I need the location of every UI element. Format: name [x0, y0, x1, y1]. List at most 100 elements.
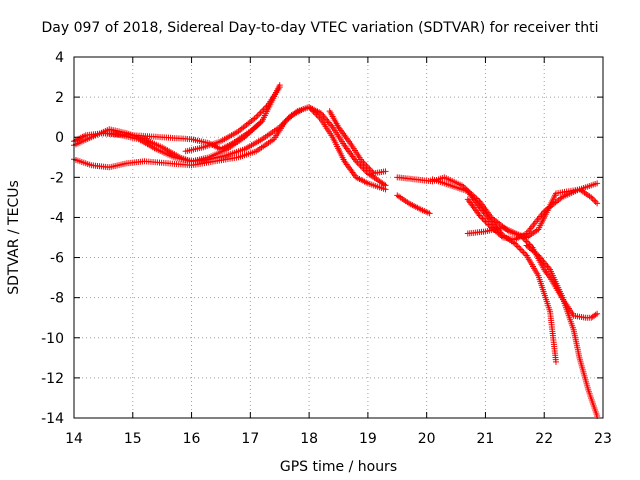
data-point — [257, 119, 264, 126]
series-track-b — [71, 104, 389, 193]
data-series — [71, 82, 601, 419]
data-point — [520, 249, 527, 256]
data-point — [256, 120, 263, 127]
y-tick-label: -6 — [50, 251, 64, 267]
y-tick-label: 2 — [55, 90, 64, 106]
x-tick-label: 20 — [418, 431, 436, 447]
x-tick-label: 14 — [65, 431, 83, 447]
x-tick-label: 21 — [477, 431, 495, 447]
data-point — [527, 246, 534, 253]
data-point — [282, 118, 289, 125]
data-point — [250, 125, 257, 132]
data-point — [259, 118, 266, 125]
data-point — [316, 114, 323, 121]
data-point — [253, 123, 260, 130]
series-track-h — [394, 192, 433, 217]
data-point — [532, 250, 539, 257]
x-tick-label: 15 — [124, 431, 142, 447]
data-point — [514, 243, 521, 250]
data-point — [284, 116, 291, 123]
data-point — [589, 195, 596, 202]
y-tick-label: -14 — [41, 411, 64, 427]
data-point — [552, 358, 559, 365]
y-tick-label: -12 — [41, 371, 64, 387]
data-point — [366, 165, 373, 172]
chart-title: Day 097 of 2018, Sidereal Day-to-day VTE… — [41, 20, 599, 36]
data-point — [592, 198, 599, 205]
data-point — [594, 310, 601, 317]
data-point — [498, 233, 505, 240]
data-point — [364, 164, 371, 171]
data-point — [495, 230, 502, 237]
data-point — [288, 113, 295, 120]
x-tick-label: 23 — [594, 431, 612, 447]
data-point — [367, 167, 374, 174]
data-point — [360, 165, 367, 172]
data-point — [369, 168, 376, 175]
data-point — [289, 111, 296, 118]
data-point — [257, 109, 264, 116]
y-tick-label: -10 — [41, 331, 64, 347]
series-track-l — [523, 242, 601, 419]
data-point — [497, 231, 504, 238]
data-point — [382, 168, 389, 175]
data-point — [254, 112, 261, 119]
data-point — [519, 248, 526, 255]
data-point — [320, 113, 327, 120]
data-point — [254, 121, 261, 128]
data-point — [361, 161, 368, 168]
series-track-e — [182, 84, 283, 155]
data-point — [291, 110, 298, 117]
series-track-f — [326, 108, 389, 177]
data-point — [592, 311, 599, 318]
y-tick-label: 4 — [55, 50, 64, 66]
data-point — [525, 243, 532, 250]
data-point — [591, 197, 598, 204]
data-point — [323, 116, 330, 123]
data-point — [594, 200, 601, 207]
series-track-d — [100, 118, 266, 153]
data-point — [529, 247, 536, 254]
x-tick-label: 17 — [241, 431, 259, 447]
data-point — [314, 113, 321, 120]
data-point — [359, 164, 366, 171]
x-tick-label: 19 — [359, 431, 377, 447]
data-point — [382, 186, 389, 193]
data-point — [363, 162, 370, 169]
x-tick-label: 22 — [535, 431, 553, 447]
y-tick-label: 0 — [55, 130, 64, 146]
data-point — [361, 167, 368, 174]
series-track-i — [429, 176, 559, 365]
data-point — [247, 128, 254, 135]
data-point — [354, 159, 361, 166]
series-track-j — [464, 186, 601, 243]
series-track-k — [464, 224, 601, 321]
data-point — [363, 168, 370, 175]
data-point — [426, 210, 433, 217]
x-tick-label: 18 — [300, 431, 318, 447]
data-point — [360, 159, 367, 166]
y-tick-label: -8 — [50, 291, 64, 307]
data-point — [287, 114, 294, 121]
data-point — [533, 251, 540, 258]
data-point — [276, 84, 283, 91]
data-point — [594, 180, 601, 187]
data-point — [513, 242, 520, 249]
data-point — [523, 242, 530, 249]
data-point — [256, 111, 263, 118]
plot-frame — [73, 56, 604, 419]
data-point — [517, 246, 524, 253]
data-point — [526, 245, 533, 252]
x-axis-label: GPS time / hours — [280, 459, 397, 475]
data-point — [357, 162, 364, 169]
x-tick-label: 16 — [183, 431, 201, 447]
y-tick-label: -4 — [50, 210, 64, 226]
data-point — [251, 124, 258, 131]
data-point — [530, 248, 537, 255]
data-point — [292, 109, 299, 116]
y-axis-label: SDTVAR / TECUs — [6, 180, 22, 295]
data-point — [285, 115, 292, 122]
data-point — [516, 245, 523, 252]
